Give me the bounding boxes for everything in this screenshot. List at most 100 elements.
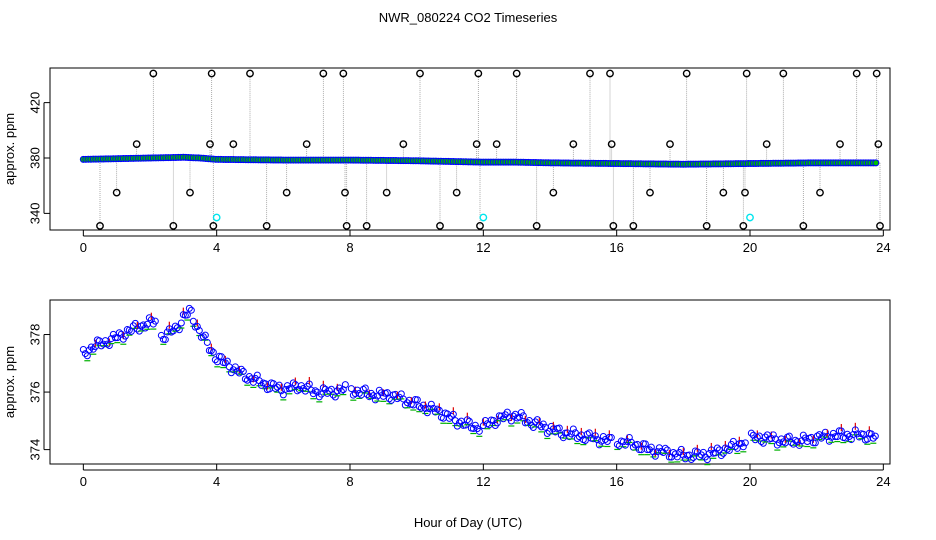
chart-marks-top — [79, 69, 884, 230]
data-point — [193, 323, 201, 331]
data-point — [177, 319, 185, 327]
data-point — [595, 441, 603, 449]
y-tick-label-top: 340 — [27, 203, 42, 225]
spike-point — [399, 140, 408, 149]
data-point — [809, 439, 817, 447]
data-point — [329, 391, 337, 399]
x-axis-label: Hour of Day (UTC) — [414, 515, 522, 530]
data-point — [649, 448, 657, 456]
data-point — [121, 332, 129, 340]
data-point — [515, 413, 523, 421]
data-point — [145, 314, 153, 322]
spike-point — [302, 140, 311, 149]
data-point — [277, 387, 285, 395]
data-point — [87, 343, 95, 351]
data-point — [423, 409, 431, 417]
data-point — [151, 317, 159, 325]
spike-point — [472, 140, 481, 149]
data-point — [207, 347, 215, 355]
data-point — [867, 430, 875, 438]
data-point — [187, 306, 195, 314]
data-point — [621, 441, 629, 449]
data-point — [427, 400, 435, 408]
data-point — [175, 326, 183, 334]
x-tick-label-bottom: 12 — [476, 474, 490, 489]
data-point — [811, 439, 819, 447]
data-point — [331, 393, 339, 401]
spike-point — [666, 140, 674, 149]
data-point — [607, 434, 615, 442]
x-axis-bottom: 0 4 8 12 16 20 24 — [80, 464, 891, 489]
data-point — [141, 324, 149, 332]
data-point — [555, 424, 563, 432]
spike-point — [742, 69, 751, 78]
spike-point — [549, 188, 558, 197]
data-point — [563, 429, 571, 437]
data-point — [209, 348, 217, 356]
data-point — [413, 396, 421, 404]
spike-point — [149, 69, 158, 78]
data-point — [739, 443, 747, 451]
spike-point — [532, 221, 541, 230]
data-point — [821, 428, 829, 436]
data-point — [583, 430, 591, 438]
data-point — [673, 453, 681, 461]
data-point — [869, 434, 877, 442]
data-point — [81, 350, 89, 358]
spike-point — [569, 140, 578, 149]
data-point — [221, 359, 229, 367]
y-tick-label-bottom: 378 — [27, 324, 42, 346]
data-point — [307, 386, 315, 394]
data-point — [171, 322, 179, 330]
x-tick-label-bottom: 20 — [743, 474, 757, 489]
y-tick-label-top: 420 — [27, 92, 42, 114]
data-point — [201, 331, 209, 339]
data-point — [717, 452, 725, 460]
spike-point — [609, 221, 618, 230]
spike-point — [492, 140, 501, 149]
data-point — [747, 429, 755, 437]
spike-point — [262, 221, 271, 230]
data-point — [831, 433, 839, 441]
x-tick-label-top: 24 — [876, 240, 890, 255]
cyan-point — [212, 213, 221, 222]
data-point — [183, 311, 191, 319]
spike-point — [719, 188, 728, 197]
spike-point — [436, 221, 444, 230]
x-tick-label-bottom: 4 — [213, 474, 220, 489]
x-tick-label-bottom: 8 — [346, 474, 353, 489]
data-point — [189, 317, 197, 325]
spike-point — [416, 69, 424, 78]
data-point — [237, 365, 245, 373]
data-point — [872, 159, 880, 167]
spike-point — [209, 221, 218, 230]
data-point — [569, 425, 577, 433]
y-axis-bottom: 374 376 378 — [27, 324, 50, 461]
data-point — [289, 379, 297, 387]
y-tick-label-bottom: 374 — [27, 439, 42, 461]
data-point — [217, 353, 225, 361]
spike-point — [607, 140, 616, 149]
chart-marks-bottom — [79, 304, 879, 466]
x-axis-top: 0 4 8 12 16 20 24 — [80, 230, 891, 255]
data-point — [185, 304, 193, 312]
spike-point — [872, 69, 881, 78]
spike-point — [112, 188, 121, 197]
data-point — [535, 421, 543, 429]
spike-point — [282, 188, 291, 197]
plot-frame-bottom — [49, 299, 891, 465]
data-point — [383, 389, 391, 397]
spike-point — [816, 188, 824, 197]
spike-point — [629, 221, 638, 230]
data-point — [703, 456, 711, 464]
y-tick-label-bottom: 376 — [27, 381, 42, 403]
data-point — [581, 437, 589, 445]
data-point — [165, 325, 173, 333]
cyan-point — [746, 213, 754, 222]
plot-frame-top — [49, 67, 891, 231]
data-point — [429, 404, 437, 412]
data-point — [111, 334, 119, 342]
spike-point — [362, 221, 371, 230]
data-point — [303, 382, 311, 390]
